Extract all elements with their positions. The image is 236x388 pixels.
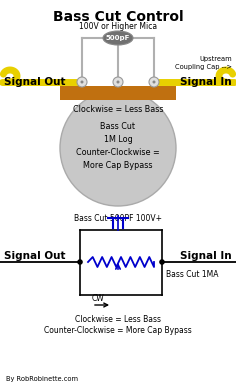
Text: Signal In: Signal In: [180, 251, 232, 261]
Circle shape: [80, 80, 84, 83]
Circle shape: [77, 259, 83, 265]
Circle shape: [113, 77, 123, 87]
Text: Bass Cut
1M Log: Bass Cut 1M Log: [101, 122, 135, 144]
Text: Bass Cut Control: Bass Cut Control: [53, 10, 183, 24]
Text: Bass Cut 1MA: Bass Cut 1MA: [166, 270, 219, 279]
Circle shape: [60, 90, 176, 206]
Text: Upstream
Coupling Cap -->: Upstream Coupling Cap -->: [175, 56, 232, 69]
Text: By RobRobinette.com: By RobRobinette.com: [6, 376, 78, 382]
Circle shape: [149, 77, 159, 87]
Text: Signal Out: Signal Out: [4, 251, 66, 261]
Text: Clockwise = Less Bass: Clockwise = Less Bass: [73, 105, 163, 114]
Text: 500pF: 500pF: [106, 35, 130, 41]
Text: CW: CW: [92, 294, 105, 303]
Circle shape: [77, 77, 87, 87]
Text: Signal Out: Signal Out: [4, 77, 66, 87]
Text: Clockwise = Less Bass: Clockwise = Less Bass: [75, 315, 161, 324]
Ellipse shape: [103, 31, 133, 45]
Text: Signal In: Signal In: [180, 77, 232, 87]
Circle shape: [159, 259, 165, 265]
Circle shape: [117, 80, 119, 83]
Text: Counter-Clockwise = More Cap Bypass: Counter-Clockwise = More Cap Bypass: [44, 326, 192, 335]
Text: 100V or Higher Mica: 100V or Higher Mica: [79, 22, 157, 31]
Text: Counter-Clockwise =
More Cap Bypass: Counter-Clockwise = More Cap Bypass: [76, 148, 160, 170]
Bar: [60, 86, 176, 100]
Text: Bass Cut 500PF 100V+: Bass Cut 500PF 100V+: [74, 214, 162, 223]
Circle shape: [152, 80, 156, 83]
